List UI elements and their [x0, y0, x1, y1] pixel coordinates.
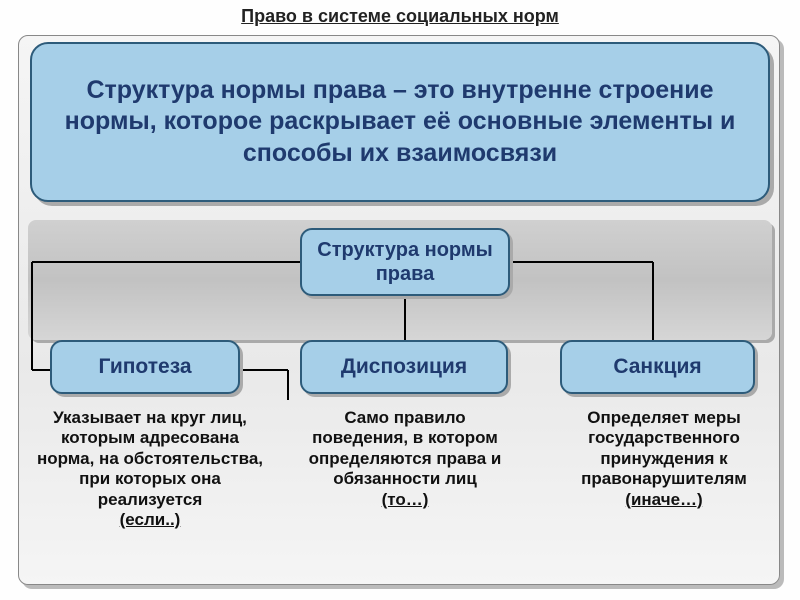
definition-box: Структура нормы права – это внутренне ст…: [30, 42, 770, 202]
desc-hypothesis: Указывает на круг лиц, которым адресован…: [30, 408, 270, 530]
node-disposition: Диспозиция: [300, 340, 508, 394]
root-node: Структура нормы права: [300, 228, 510, 296]
desc-sanction: Определяет меры государственного принужд…: [548, 408, 780, 510]
desc-hypothesis-main: Указывает на круг лиц, которым адресован…: [37, 408, 263, 509]
desc-sanction-tail: (иначе…): [625, 490, 702, 509]
page-title: Право в системе социальных норм: [0, 0, 800, 27]
node-sanction: Санкция: [560, 340, 755, 394]
desc-disposition: Само правило поведения, в котором опреде…: [296, 408, 514, 510]
desc-disposition-tail: (то…): [382, 490, 429, 509]
definition-text: Структура нормы права – это внутренне ст…: [60, 75, 740, 169]
desc-hypothesis-tail: (если..): [120, 510, 181, 529]
desc-disposition-main: Само правило поведения, в котором опреде…: [309, 408, 502, 488]
desc-sanction-main: Определяет меры государственного принужд…: [581, 408, 747, 488]
node-hypothesis: Гипотеза: [50, 340, 240, 394]
